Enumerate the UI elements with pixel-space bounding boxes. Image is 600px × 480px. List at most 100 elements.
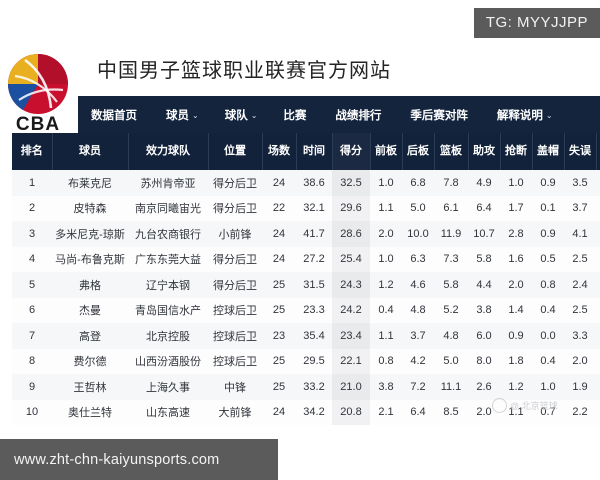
column-header-player[interactable]: 球员 [51,133,128,170]
column-header-rebounds[interactable]: 篮板 [433,133,468,170]
table-row[interactable]: 5 弗格 辽宁本钢 得分后卫 25 31.5 24.3 1.2 4.6 5.8 4.4 2.0 0.8 2… [12,272,600,298]
nav-item-2[interactable]: 球队 ⌄ [212,107,271,123]
cell-player[interactable]: 多米尼克-琼斯 [55,228,125,241]
nav-item-5[interactable]: 季后赛对阵 [397,107,484,123]
table-row[interactable]: 10 奥仕兰特 山东高速 大前锋 24 34.2 20.8 2.1 6.4 8.5 2.0 1.1 0.… [12,399,600,426]
cell-blocks: 0.4 [540,304,556,317]
table-row[interactable]: 9 王哲林 上海久事 中锋 25 33.2 21.0 3.8 7.2 11.1 2.6 1.2 1.0 1… [12,374,600,400]
cell-blocks: 0.9 [540,227,556,240]
cell-player[interactable]: 马尚-布鲁克斯 [55,254,125,267]
cell-rank: 7 [28,329,36,342]
col-label: 盖帽 [537,145,559,158]
cell-turnovers: 3.5 [572,176,588,189]
cell-team: 广东东莞大益 [135,254,201,267]
telegram-watermark-badge: TG: MYYJJPP [473,8,600,38]
cell-defensive-rebounds: 6.4 [410,406,426,419]
cell-position: 控球后卫 [213,330,257,343]
nav-item-1[interactable]: 球员 ⌄ [153,107,212,123]
cell-rank: 2 [28,202,36,215]
column-header-assists[interactable]: 助攻 [467,133,500,170]
column-header-turnovers[interactable]: 失误 [563,133,596,170]
table-row[interactable]: 4 马尚-布鲁克斯 广东东莞大益 得分后卫 24 27.2 25.4 1.0 6.3 7.3 5.8… [12,246,600,272]
nav-item-3[interactable]: 比赛 [270,107,322,123]
col-label: 失误 [569,145,591,158]
column-header-blocks[interactable]: 盖帽 [531,133,564,170]
table-row[interactable]: 7 高登 北京控股 控球后卫 23 35.4 23.4 1.1 3.7 4.8 6.0 0.9 0.0 3… [12,323,600,349]
column-header-defensive-rebounds[interactable]: 后板 [401,133,434,170]
cell-field-goals-made: 6.6 [596,400,600,426]
column-header-minutes[interactable]: 时间 [295,133,332,170]
cell-points: 32.5 [332,170,370,196]
cell-minutes: 23.3 [303,304,325,317]
cell-assists: 4.4 [476,278,492,291]
cell-player[interactable]: 杰曼 [79,305,101,318]
cell-rank: 8 [28,355,36,368]
nav-item-6[interactable]: 解释说明 ⌄ [484,107,566,123]
column-header-team[interactable]: 效力球队 [127,133,208,170]
page-title: 中国男子篮球职业联赛官方网站 [97,60,391,82]
cell-games: 24 [272,227,286,240]
cell-player[interactable]: 王哲林 [73,381,107,394]
cell-rebounds: 7.3 [443,253,459,266]
column-header-field-goals-made[interactable]: 投篮 命中 [595,133,600,170]
cell-steals: 1.7 [508,202,524,215]
cell-player[interactable]: 弗格 [79,279,101,292]
cell-defensive-rebounds: 4.2 [410,355,426,368]
cell-points: 23.4 [332,323,370,349]
cell-assists: 6.0 [476,329,492,342]
cell-offensive-rebounds: 2.1 [378,406,394,419]
cell-minutes: 35.4 [303,329,325,342]
col-label: 助攻 [473,145,495,158]
chevron-down-icon: ⌄ [192,110,199,120]
col-label: 后板 [407,145,429,158]
cell-minutes: 38.6 [303,176,325,189]
column-header-games[interactable]: 场数 [261,133,296,170]
cell-defensive-rebounds: 6.3 [410,253,426,266]
column-header-position[interactable]: 位置 [207,133,262,170]
url-watermark-bar: www.zht-chn-kaiyunsports.com [0,439,278,480]
cell-steals: 1.8 [508,355,524,368]
table-row[interactable]: 8 费尔德 山西汾酒股份 控球后卫 25 29.5 22.1 0.8 4.2 5.0 8.0 1.8 0… [12,348,600,374]
column-header-rank[interactable]: 排名 [12,133,52,170]
cell-rebounds: 11.1 [440,380,462,393]
cell-player[interactable]: 奥仕兰特 [68,407,112,420]
table-row[interactable]: 6 杰曼 青岛国信水产 控球后卫 25 23.3 24.2 0.4 4.8 5.2 3.8 1.4 0.… [12,297,600,323]
cell-rank: 3 [28,227,36,240]
cell-rebounds: 4.8 [443,329,459,342]
cba-logo-text: CBA [16,114,60,135]
cell-steals: 1.6 [508,253,524,266]
cell-points: 28.6 [332,221,370,247]
cell-rebounds: 5.0 [443,355,459,368]
cell-player[interactable]: 皮特森 [73,203,107,216]
cell-team: 辽宁本钢 [146,279,190,292]
table-row[interactable]: 3 多米尼克-琼斯 九台农商银行 小前锋 24 41.7 28.6 2.0 10.0 11.9 10… [12,221,600,247]
col-label: 得分 [340,145,362,158]
table-row[interactable]: 1 布莱克尼 苏州肯帝亚 得分后卫 24 38.6 32.5 1.0 6.8 7.8 4.9 1.0 0… [12,170,600,196]
cell-player[interactable]: 费尔德 [73,356,107,369]
cell-turnovers: 2.0 [572,355,588,368]
col-label: 抢断 [505,145,527,158]
cell-blocks: 0.4 [540,355,556,368]
cell-turnovers: 3.3 [572,329,588,342]
nav-item-0[interactable]: 数据首页 [78,107,153,123]
cell-blocks: 0.7 [540,406,556,419]
cell-player[interactable]: 高登 [79,330,101,343]
cell-points: 25.4 [332,246,370,272]
cell-offensive-rebounds: 2.0 [378,227,394,240]
cell-rank: 1 [28,176,36,189]
nav-item-4[interactable]: 战绩排行 [322,107,397,123]
column-header-steals[interactable]: 抢断 [499,133,532,170]
column-header-points[interactable]: 得分 [331,133,370,170]
cell-field-goals-made: 3.5 [596,374,600,400]
cell-player[interactable]: 布莱克尼 [68,177,112,190]
cba-logo[interactable]: CBA [5,46,71,136]
cell-minutes: 34.2 [303,406,325,419]
cell-turnovers: 2.4 [572,278,588,291]
column-header-offensive-rebounds[interactable]: 前板 [369,133,402,170]
cell-minutes: 31.5 [303,278,325,291]
cell-turnovers: 2.5 [572,253,588,266]
cell-points: 21.0 [332,374,370,400]
table-row[interactable]: 2 皮特森 南京同曦宙光 得分后卫 22 32.1 29.6 1.1 5.0 6.1 6.4 1.7 0… [12,195,600,221]
cell-steals: 1.2 [508,380,524,393]
url-text: www.zht-chn-kaiyunsports.com [14,451,220,468]
